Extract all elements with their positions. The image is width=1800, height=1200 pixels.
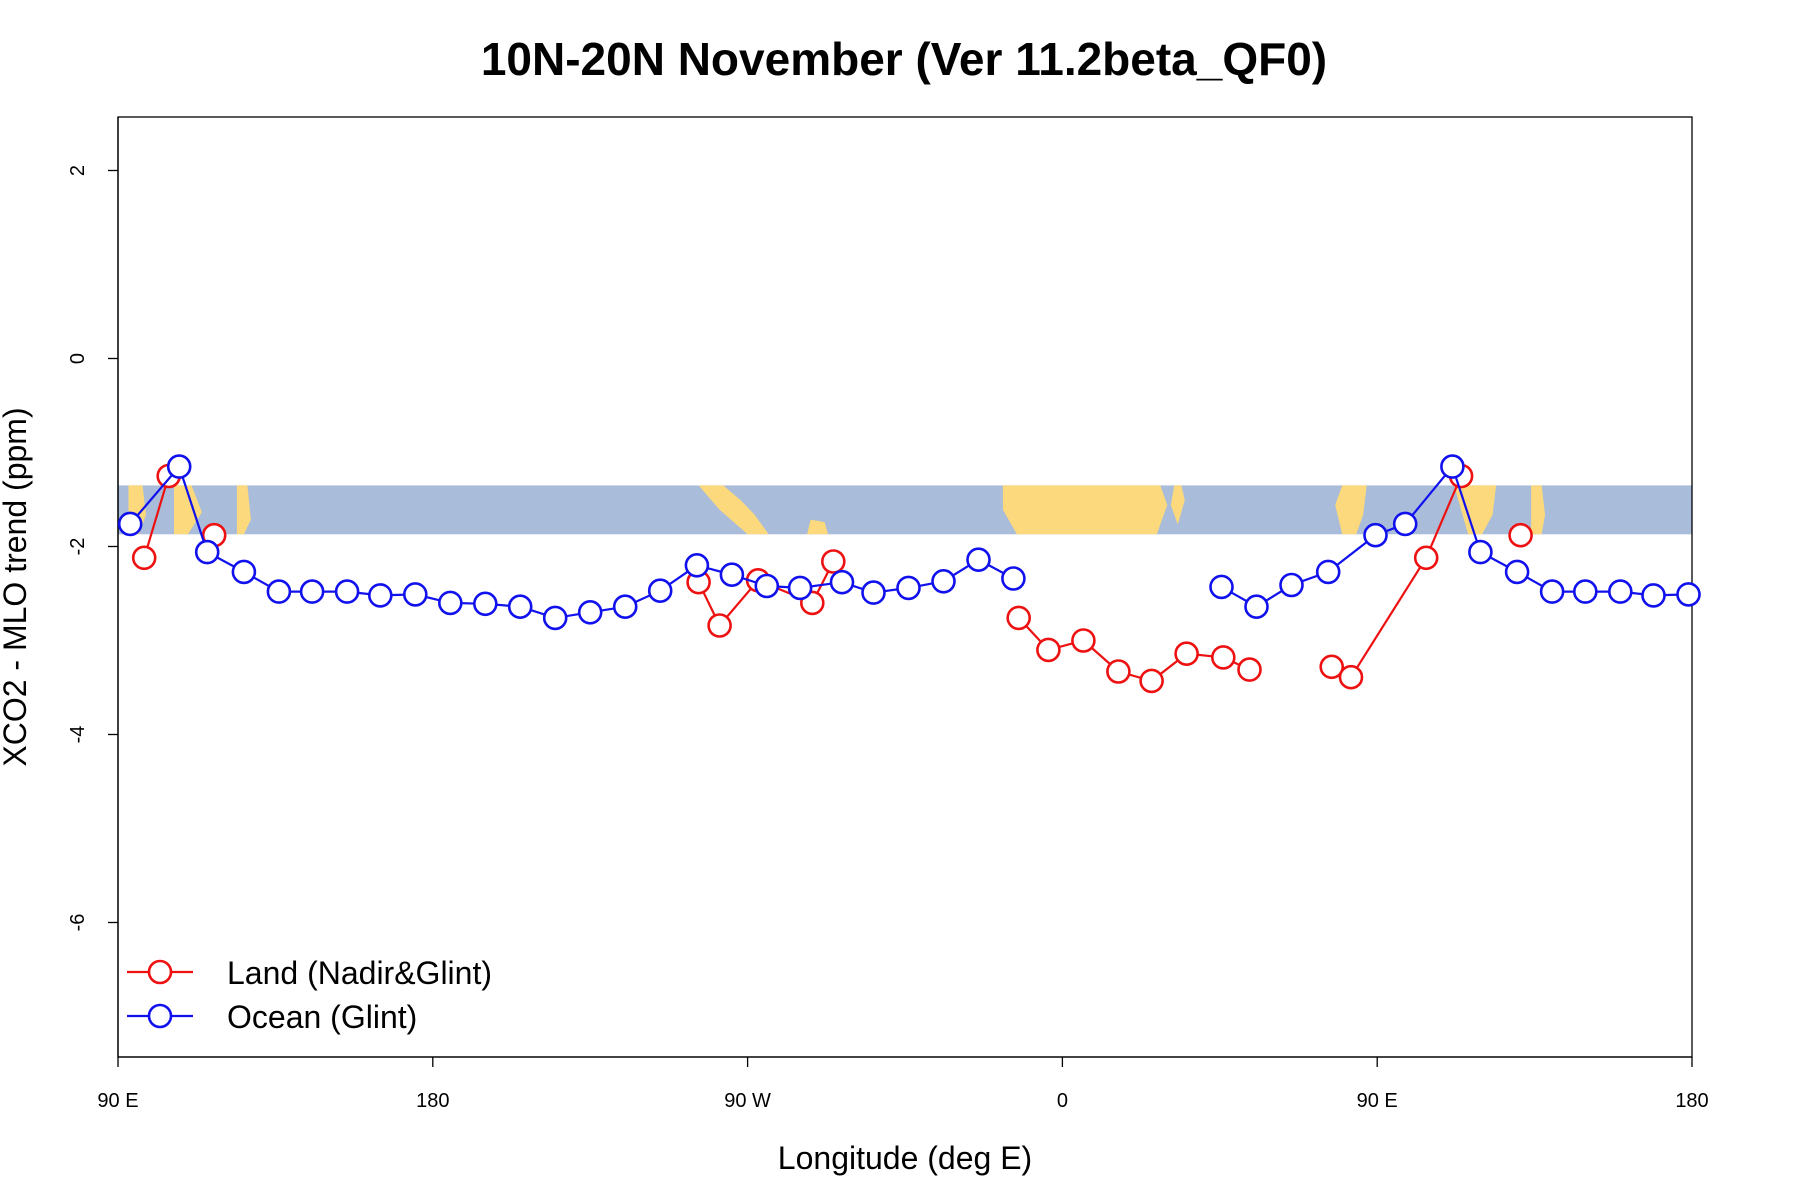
- data-point: [1573, 579, 1598, 604]
- data-point: [1539, 579, 1565, 604]
- map-land-7: [1335, 485, 1367, 535]
- data-point: [1244, 594, 1269, 620]
- data-point: [266, 579, 292, 604]
- data-point: [1174, 641, 1199, 667]
- data-point: [1071, 628, 1096, 653]
- legend-land-label: Land (Nadir&Glint): [227, 955, 492, 991]
- legend-ocean-marker: [147, 1003, 173, 1029]
- data-point: [367, 583, 393, 608]
- data-point: [1001, 566, 1026, 591]
- map-land-1: [174, 485, 202, 535]
- data-point: [1211, 645, 1236, 670]
- y-tick-label: 2: [67, 165, 89, 176]
- map-land-9: [1531, 485, 1546, 535]
- map-land-3: [698, 485, 769, 535]
- data-point: [647, 578, 673, 604]
- data-point: [931, 568, 956, 594]
- data-point: [1319, 654, 1344, 680]
- series-line: [143, 475, 170, 559]
- data-point: [1392, 511, 1418, 537]
- data-point: [1440, 454, 1465, 479]
- data-point: [1237, 657, 1262, 682]
- y-axis-label: XCO2 - MLO trend (ppm): [0, 407, 33, 766]
- data-point: [707, 613, 732, 638]
- x-tick-label: 180: [416, 1090, 449, 1112]
- data-point: [1279, 572, 1304, 598]
- data-point: [1209, 574, 1234, 600]
- data-point: [754, 573, 780, 599]
- map-land-6: [1170, 485, 1185, 525]
- data-point: [1315, 559, 1341, 585]
- data-point: [166, 454, 192, 479]
- series-layer: [117, 454, 1701, 694]
- data-point: [1139, 668, 1164, 694]
- x-axis: 90 E 180 90 W 0 90 E 180: [97, 1056, 1709, 1112]
- data-point: [131, 545, 157, 571]
- data-point: [829, 569, 855, 595]
- data-point: [507, 594, 533, 620]
- data-point: [1676, 582, 1701, 607]
- y-tick-label: 0: [67, 353, 89, 364]
- data-point: [299, 579, 325, 604]
- data-point: [1608, 579, 1633, 604]
- data-point: [1006, 605, 1032, 631]
- x-tick-label: 180: [1675, 1090, 1708, 1112]
- data-point: [1504, 559, 1530, 585]
- map-land-8: [1454, 485, 1497, 535]
- y-tick-label: -4: [67, 726, 89, 744]
- data-point: [820, 549, 846, 574]
- x-tick-label: 90 E: [1357, 1090, 1398, 1112]
- data-point: [612, 594, 638, 620]
- series-1: [117, 454, 1701, 631]
- data-point: [787, 575, 813, 601]
- data-point: [1338, 664, 1364, 690]
- legend-ocean-label: Ocean (Glint): [227, 999, 417, 1035]
- data-point: [684, 552, 710, 578]
- data-point: [966, 547, 991, 573]
- map-land-2: [236, 485, 251, 535]
- x-tick-label: 90 W: [724, 1090, 771, 1112]
- y-tick-label: -6: [67, 914, 89, 932]
- x-tick-label: 90 E: [97, 1090, 138, 1112]
- data-point: [1036, 637, 1061, 663]
- data-point: [117, 511, 143, 537]
- data-point: [1363, 522, 1388, 548]
- y-axis: 2 0 -2 -4 -6: [67, 117, 119, 1057]
- data-point: [334, 579, 360, 604]
- data-point: [577, 599, 603, 625]
- data-point: [861, 580, 886, 605]
- data-point: [542, 605, 568, 631]
- data-point: [231, 559, 257, 585]
- data-point: [194, 539, 220, 565]
- data-point: [1508, 522, 1533, 548]
- data-point: [1641, 583, 1666, 608]
- y-tick-label: -2: [67, 538, 89, 556]
- data-point: [402, 582, 428, 607]
- map-band: [118, 485, 1692, 535]
- data-point: [1468, 539, 1493, 565]
- legend: Land (Nadir&Glint) Ocean (Glint): [127, 955, 492, 1035]
- x-axis-label: Longitude (deg E): [778, 1140, 1032, 1176]
- chart-title: 10N-20N November (Ver 11.2beta_QF0): [481, 33, 1327, 85]
- map-ocean: [118, 485, 1692, 535]
- data-point: [1413, 545, 1439, 571]
- data-point: [472, 591, 498, 617]
- map-land-5: [1002, 485, 1168, 535]
- x-tick-label: 0: [1057, 1090, 1068, 1112]
- data-point: [719, 562, 745, 588]
- data-point: [1106, 659, 1131, 684]
- data-point: [896, 575, 921, 601]
- map-land-4: [807, 519, 828, 535]
- data-point: [437, 590, 463, 616]
- legend-land-marker: [147, 959, 173, 985]
